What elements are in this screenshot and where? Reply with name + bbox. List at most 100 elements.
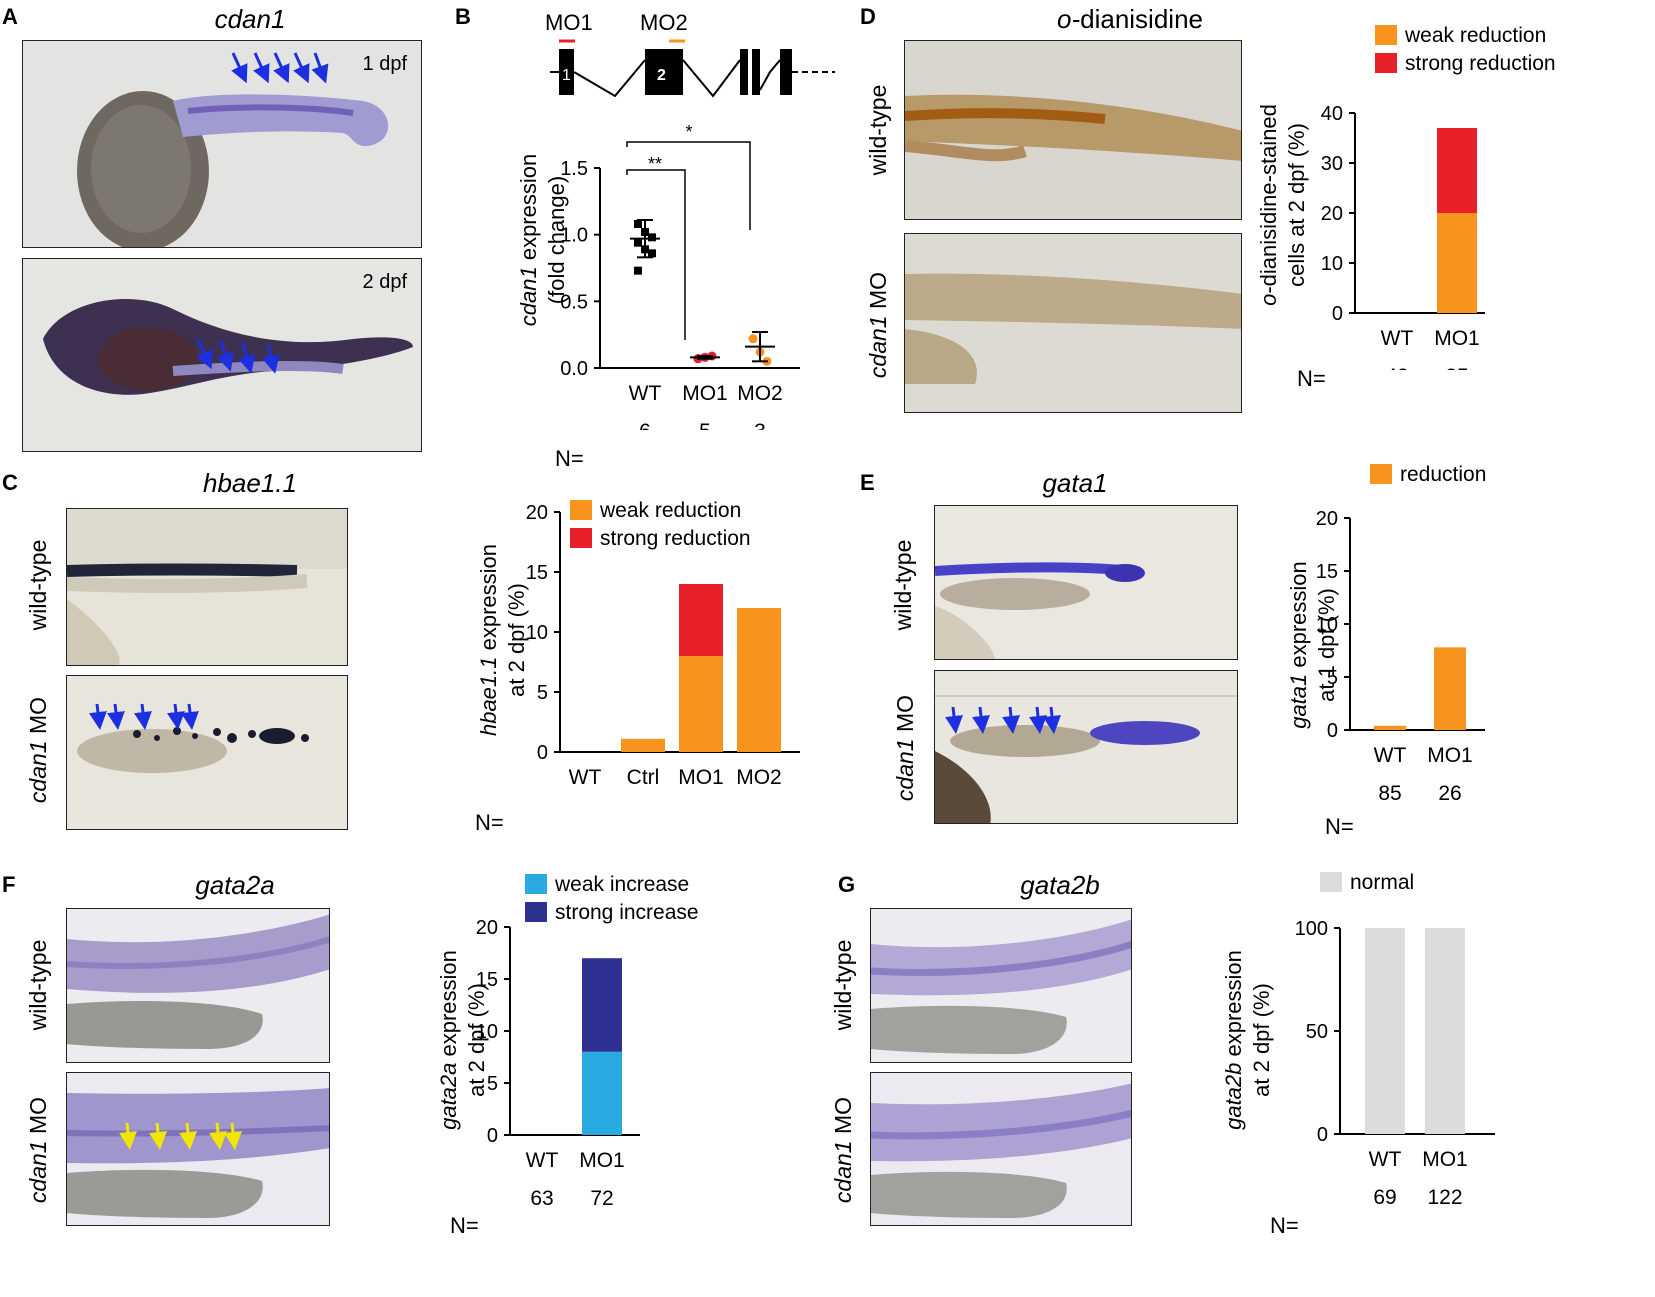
chart-c-bar-ctrl-0 — [621, 738, 665, 752]
row-label-c-gene: cdan1 — [25, 740, 51, 804]
gata1-wildtype-photo — [934, 505, 1238, 660]
chart-e-n-prefix: N= — [1325, 814, 1354, 839]
chart-b-n-prefix: N= — [555, 446, 584, 471]
chart-f-ylabel-line2: at 2 dpf (%) — [464, 983, 489, 1097]
hbae-cdan1-mo-photo — [66, 675, 348, 830]
chart-g-ylabel: gata2b expression at 2 dpf (%) — [1220, 890, 1280, 1190]
chart-g-ylabel-line2: at 2 dpf (%) — [1249, 983, 1274, 1097]
chart-c-ytick-label-0: 0 — [537, 742, 548, 764]
panel-label-c: C — [2, 470, 18, 495]
chart-g-ytick-label-1: 50 — [1306, 1021, 1328, 1043]
chart-c-xtick-label-2: MO1 — [678, 766, 724, 789]
chart-f-bar-mo1-1 — [582, 958, 622, 1052]
chart-e-bar-mo1-0 — [1434, 647, 1466, 730]
chart-c-hbae-expression: 05101520WT85Ctrl28MO147MO243weak reducti… — [526, 499, 800, 789]
chart-b-cdan1-expression: 0.00.51.01.5***WT6MO15MO23 — [560, 122, 800, 430]
chart-b-point-2-0 — [748, 334, 758, 344]
panel-a-title: cdan1 — [214, 4, 286, 34]
chart-c-ytick-label-3: 15 — [526, 562, 548, 584]
chart-d-ytick-label-1: 10 — [1321, 253, 1343, 275]
row-label-g-cdan1-mo: cdan1 MO — [830, 1065, 860, 1235]
chart-e-bar-wt-0 — [1374, 725, 1406, 730]
chart-b-sig-mo1: ** — [648, 154, 662, 174]
chart-g-ylabel-italic: gata2b — [1221, 1062, 1246, 1130]
chart-b-point-0-2 — [648, 233, 656, 242]
chart-b-xtick-label-1: MO1 — [682, 382, 728, 405]
chart-f-ytick-label-3: 15 — [476, 969, 498, 991]
row-label-e-wildtype: wild-type — [890, 539, 916, 631]
chart-e-ylabel-rest: expression — [1286, 561, 1311, 674]
chart-e-gata1: 0 5 10 15 20 WT 85 MO1 26 reduction — [1316, 463, 1487, 805]
embryo-2dpf-photo: 2 dpf — [22, 258, 422, 452]
panel-label-d: D — [860, 4, 876, 29]
chart-d-ytick-label-4: 40 — [1321, 103, 1343, 125]
panel-label-g: G — [838, 872, 856, 897]
chart-f-ytick-label-2: 10 — [476, 1021, 498, 1043]
chart-c-xtick-label-1: Ctrl — [627, 766, 660, 789]
chart-c-xtick-label-0: WT — [569, 766, 602, 789]
chart-c-legend-label-1: strong reduction — [600, 527, 751, 550]
chart-d-legend-label-1: strong reduction — [1405, 52, 1556, 75]
chart-c-ytick-label-1: 5 — [537, 682, 548, 704]
chart-b-ytick-label-1: 0.5 — [560, 291, 588, 313]
chart-d-bar-mo1-0 — [1437, 213, 1477, 313]
row-label-e-cdan1-mo: cdan1 MO — [892, 663, 922, 833]
row-label-d-gene: cdan1 — [865, 315, 891, 379]
chart-c-bar-mo2-0 — [737, 608, 781, 752]
chart-d-ylabel-rest: -dianisidine-stained — [1256, 104, 1281, 294]
row-label-c-wildtype: wild-type — [25, 539, 51, 631]
chart-c-legend-swatch-0 — [570, 500, 592, 520]
chart-d-n-value-1: 35 — [1445, 365, 1468, 370]
chart-d-xtick-label-0: WT — [1381, 327, 1414, 350]
chart-b-ylabel-italic: cdan1 — [516, 266, 541, 327]
chart-b-ytick-label-2: 1.0 — [560, 225, 588, 247]
chart-g-bar-mo1-0 — [1425, 928, 1465, 1134]
chart-b-ylabel: cdan1 expression (fold change) — [515, 90, 575, 390]
panel-label-a: A — [2, 4, 18, 29]
chart-b-point-0-3 — [634, 238, 642, 247]
chart-g-xtick-label-0: WT — [1369, 1148, 1402, 1171]
chart-f-xtick-label-1: MO1 — [579, 1149, 625, 1172]
panel-c-title: hbae1.1 — [203, 468, 297, 498]
chart-f-n-value-0: 63 — [530, 1187, 553, 1210]
chart-b-bracket-mo1 — [626, 169, 686, 340]
chart-f-xtick-label-0: WT — [526, 1149, 559, 1172]
chart-b-ylabel-rest: expression — [516, 153, 541, 267]
row-label-e-mo: MO — [892, 694, 918, 739]
chart-g-legend-label-0: normal — [1350, 871, 1414, 894]
chart-e-legend-swatch-0 — [1370, 464, 1392, 484]
chart-c-ylabel: hbae1.1 expression at 2 dpf (%) — [475, 490, 535, 790]
mo1-label: MO1 — [545, 10, 593, 35]
gata2b-wildtype-photo — [870, 908, 1132, 1063]
chart-b-point-0-0 — [634, 220, 642, 228]
row-label-g-mo: MO — [830, 1096, 856, 1141]
chart-b-ytick-label-3: 1.5 — [560, 158, 588, 180]
exon-2-label: 2 — [657, 67, 666, 84]
chart-f-ylabel-rest: expression — [436, 950, 461, 1063]
chart-e-ytick-label-4: 20 — [1316, 508, 1338, 530]
chart-e-xtick-label-0: WT — [1374, 744, 1407, 767]
chart-e-ylabel-italic: gata1 — [1286, 673, 1311, 729]
chart-f-bar-mo1-0 — [582, 1051, 622, 1135]
chart-g-gata2b: 0 50 100 WT 69 MO1 122 normal — [1295, 871, 1495, 1209]
chart-d-n-value-0: 42 — [1385, 365, 1408, 370]
row-label-e-gene: cdan1 — [892, 738, 918, 802]
chart-e-xtick-label-1: MO1 — [1427, 744, 1473, 767]
chart-f-legend-swatch-0 — [525, 874, 547, 894]
chart-f-n-prefix: N= — [450, 1213, 479, 1238]
chart-d-dianisidine: 0 10 20 30 40 WT 42 MO1 35 weak reduction strong r… — [1321, 24, 1556, 370]
row-label-c-mo: MO — [25, 696, 51, 741]
dianisidine-cdan1-mo-photo — [904, 233, 1242, 413]
chart-b-xtick-label-0: WT — [629, 382, 662, 405]
chart-b-ylabel-line2: (fold change) — [544, 175, 569, 305]
exon-2 — [645, 49, 683, 95]
chart-d-xtick-label-1: MO1 — [1434, 327, 1480, 350]
chart-d-legend-label-0: weak reduction — [1404, 24, 1546, 47]
gata2a-cdan1-mo-photo — [66, 1072, 330, 1226]
panel-f-title: gata2a — [195, 870, 275, 900]
chart-e-n-value-0: 85 — [1378, 782, 1401, 805]
row-label-f-cdan1-mo: cdan1 MO — [25, 1065, 55, 1235]
chart-c-ylabel-rest: expression — [476, 543, 501, 657]
gata1-cdan1-mo-photo — [934, 670, 1238, 824]
row-label-f-gene: cdan1 — [25, 1140, 51, 1204]
